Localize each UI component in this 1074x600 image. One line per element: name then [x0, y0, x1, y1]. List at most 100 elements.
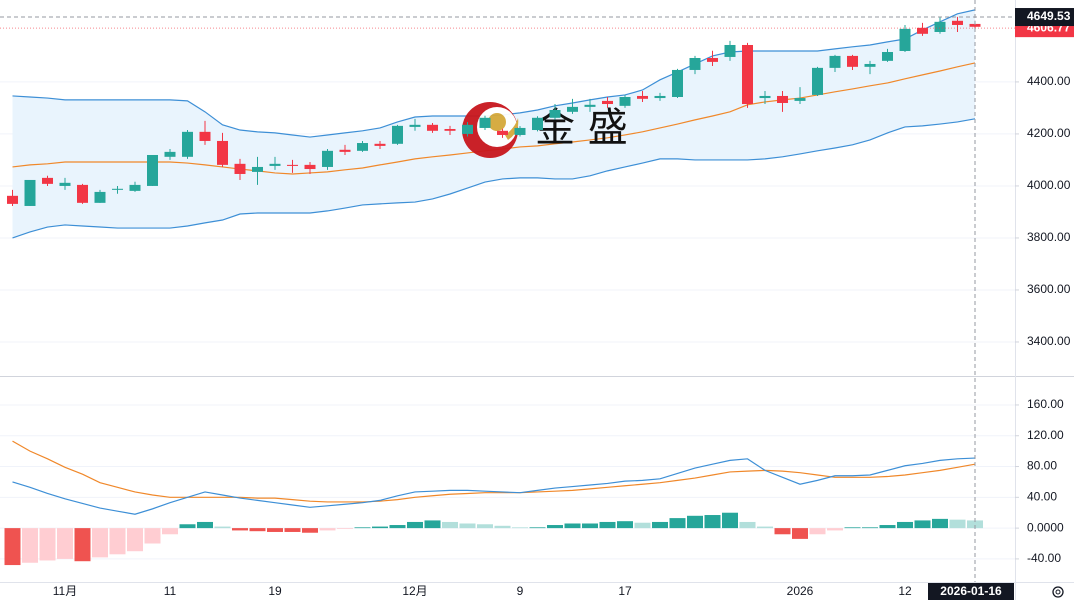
dif-line — [12, 457, 976, 515]
candle-body — [637, 95, 648, 99]
macd-bar — [442, 521, 458, 529]
macd-bar — [372, 526, 388, 529]
macd-bar — [687, 515, 703, 529]
candle-body — [549, 110, 561, 118]
candle-body — [934, 21, 946, 32]
candle-body — [112, 188, 123, 190]
dea-line — [12, 440, 976, 503]
candle-body — [427, 124, 438, 131]
macd-bar — [337, 528, 353, 529]
candle-body — [584, 104, 596, 107]
macd-bar — [284, 528, 301, 532]
candle-body — [322, 150, 333, 167]
candle-body — [497, 130, 508, 135]
macd-bar — [494, 525, 511, 529]
macd-bar — [197, 521, 213, 529]
candle-body — [234, 163, 246, 174]
x-tick-label: 19 — [268, 584, 282, 598]
y-tick-label: 4400.00 — [1027, 74, 1071, 88]
x-tick-label: 11月 — [53, 584, 77, 598]
macd-bar — [599, 521, 616, 529]
macd-bar — [512, 527, 528, 529]
candle-body — [24, 179, 36, 206]
macd-bar — [582, 523, 598, 529]
settings-icon[interactable] — [1052, 586, 1064, 598]
macd-bar — [564, 523, 581, 529]
gear[interactable] — [1052, 586, 1064, 598]
macd-bar — [127, 528, 143, 552]
candle-body — [94, 191, 106, 203]
macd-bar — [897, 521, 913, 529]
candle-body — [252, 166, 263, 172]
y-tick-label: 40.00 — [1027, 489, 1057, 503]
candle-body — [374, 143, 386, 146]
logo-ball — [488, 113, 506, 131]
candle-body — [462, 124, 473, 134]
candle-body — [217, 140, 228, 165]
candle-body — [199, 131, 211, 141]
macd-bar — [914, 520, 931, 529]
x-tick-label: 12月 — [402, 584, 427, 598]
x-tick-label: 9 — [517, 584, 524, 598]
candle-body — [969, 23, 981, 27]
candle-body — [864, 63, 876, 67]
candle-body — [882, 52, 893, 61]
candle-body — [514, 127, 526, 135]
candle-body — [742, 44, 753, 105]
macd-bar — [319, 528, 336, 531]
macd-bar — [267, 528, 283, 532]
macd-bar — [949, 519, 966, 529]
y-tick-label: 120.00 — [1027, 428, 1064, 442]
candle-body — [77, 184, 88, 203]
macd-bar — [967, 520, 983, 529]
crosshair-price-label: 4649.53 — [1027, 9, 1071, 23]
candle-body — [567, 106, 578, 112]
candle-body — [899, 28, 911, 51]
macd-bar — [862, 527, 878, 529]
crosshair-date-tag — [928, 583, 1014, 600]
watermark-logo — [462, 102, 519, 158]
macd-bar — [844, 527, 861, 529]
gear-hub[interactable] — [1055, 589, 1061, 595]
candle-body — [147, 154, 158, 186]
candle-body — [164, 151, 176, 157]
candle-body — [777, 95, 788, 103]
candle-body — [339, 149, 351, 152]
candle-body — [7, 195, 18, 204]
macd-bar — [617, 521, 633, 529]
macd-bar — [302, 528, 318, 533]
candle-body — [479, 117, 491, 128]
crosshair-price-tag — [1015, 8, 1074, 27]
macd-bar — [739, 521, 756, 529]
macd-bar — [389, 525, 406, 529]
macd-bar — [424, 520, 441, 529]
candle-body — [59, 182, 71, 186]
macd-bar — [792, 528, 808, 539]
macd-bar — [109, 528, 126, 555]
x-tick-label: 2026 — [787, 584, 814, 598]
x-tick-label: 12 — [898, 584, 912, 598]
candle-body — [829, 55, 841, 68]
macd-bar — [529, 527, 546, 529]
band-lower — [12, 118, 976, 239]
y-tick-label: 4200.00 — [1027, 126, 1071, 140]
candle-body — [952, 20, 963, 25]
macd-bar — [144, 528, 161, 544]
candle-body — [42, 177, 53, 184]
candle-body — [182, 131, 193, 157]
macd-bar — [634, 522, 651, 529]
macd-bar — [932, 518, 948, 529]
candle-body — [794, 98, 806, 101]
y-tick-label: 3600.00 — [1027, 282, 1071, 296]
macd-bar — [704, 515, 721, 529]
macd-bar — [162, 528, 178, 535]
candle-body — [654, 95, 666, 99]
candle-body — [689, 57, 701, 70]
macd-bar — [757, 526, 773, 529]
candle-body — [724, 44, 736, 57]
y-tick-label: 160.00 — [1027, 397, 1064, 411]
macd-bar — [669, 518, 686, 529]
y-tick-label: 0.0000 — [1027, 520, 1064, 534]
y-tick-label: 80.00 — [1027, 459, 1057, 473]
axes: 4400.00 4200.00 4000.00 3800.00 3600.00 3400.… — [53, 8, 1074, 600]
